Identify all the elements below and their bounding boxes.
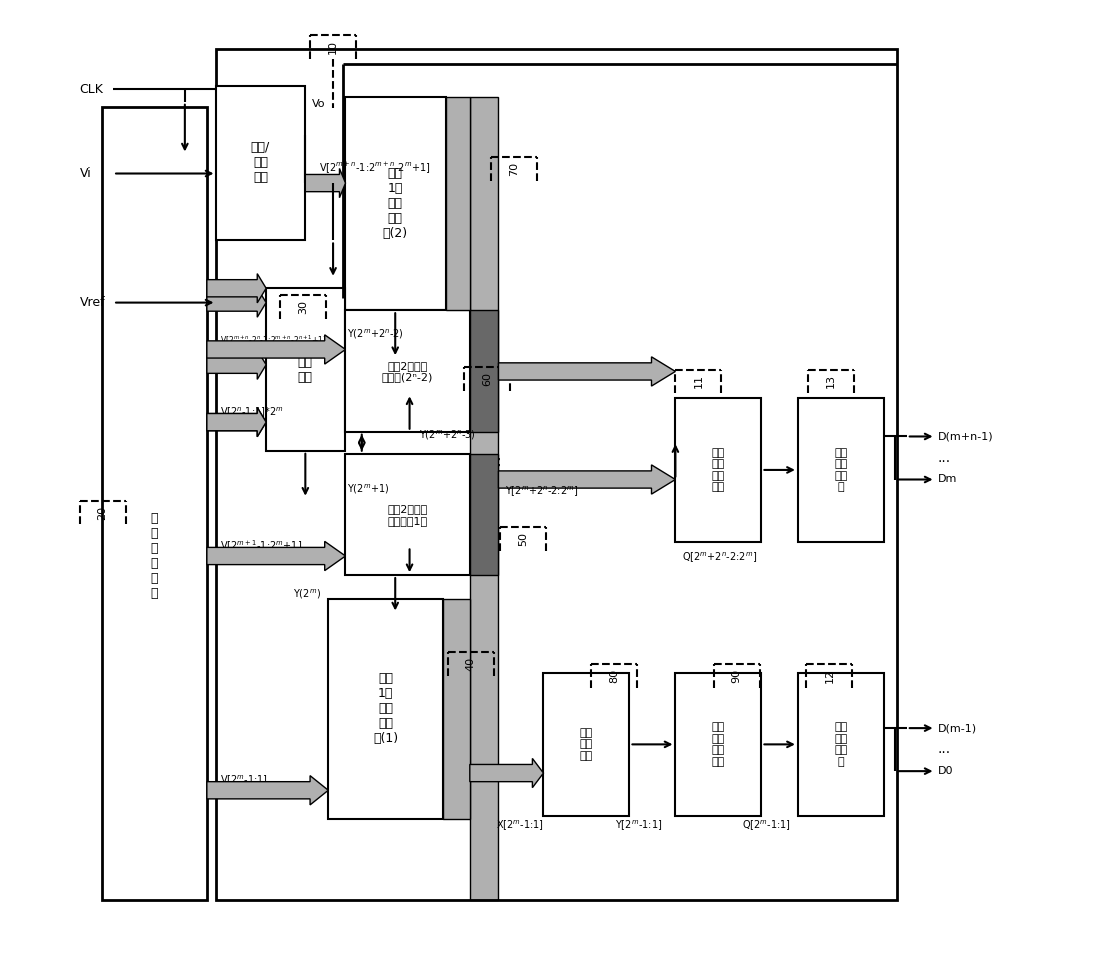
Text: 90: 90 <box>731 669 742 683</box>
Text: Dm: Dm <box>938 475 957 484</box>
Bar <box>470 311 499 432</box>
Text: V[$2^{m+n}$-1:$2^{m+n}$-$2^m$+1]: V[$2^{m+n}$-1:$2^{m+n}$-$2^m$+1] <box>319 160 430 175</box>
Bar <box>446 97 470 311</box>
Text: ⋮: ⋮ <box>490 457 508 475</box>
Bar <box>470 454 499 575</box>
Text: 比较
器组: 比较 器组 <box>298 356 313 384</box>
Bar <box>470 97 499 901</box>
FancyArrow shape <box>207 273 267 303</box>
Text: V[$2^{m+1}$-1:$2^m$+1]: V[$2^{m+1}$-1:$2^m$+1] <box>220 539 302 554</box>
FancyArrow shape <box>207 350 267 380</box>
Bar <box>676 672 761 816</box>
Bar <box>543 672 629 816</box>
Bar <box>676 398 761 542</box>
Text: D(m-1): D(m-1) <box>938 723 977 733</box>
Text: ...: ... <box>938 451 950 464</box>
Text: V[$2^n$-1:1]*$2^m$: V[$2^n$-1:1]*$2^m$ <box>220 406 284 420</box>
Text: V[$2^m$-1:1]: V[$2^m$-1:1] <box>220 774 269 787</box>
Text: 10: 10 <box>328 40 338 54</box>
Text: 采样/
保持
电路: 采样/ 保持 电路 <box>251 142 270 184</box>
Text: Q[$2^m$-1:1]: Q[$2^m$-1:1] <box>742 819 791 832</box>
FancyArrow shape <box>207 408 267 436</box>
Text: 段内
1级
可控
开关
组(2): 段内 1级 可控 开关 组(2) <box>383 167 408 240</box>
Text: CLK: CLK <box>80 82 104 96</box>
Text: 80: 80 <box>609 669 619 683</box>
Text: Vo: Vo <box>312 99 325 108</box>
Bar <box>217 85 305 241</box>
Text: 40: 40 <box>466 657 476 670</box>
Text: ...: ... <box>938 742 950 756</box>
Bar <box>797 672 884 816</box>
FancyArrow shape <box>207 542 345 571</box>
Text: 30: 30 <box>299 300 309 314</box>
Bar <box>102 106 207 901</box>
Bar <box>345 97 446 311</box>
Text: 段内
状态
触发
器组: 段内 状态 触发 器组 <box>712 722 726 767</box>
Bar <box>345 311 470 432</box>
Text: Y[$2^m$+$2^n$-2:$2^m$]: Y[$2^m$+$2^n$-2:$2^m$] <box>505 485 578 499</box>
FancyArrow shape <box>470 759 543 787</box>
Text: Y($2^m$): Y($2^m$) <box>293 588 321 601</box>
Text: Vref: Vref <box>80 296 105 309</box>
Text: 段内2级可控
开关组(2ⁿ-2): 段内2级可控 开关组(2ⁿ-2) <box>382 361 434 383</box>
Text: 段内
比较
器组: 段内 比较 器组 <box>580 728 593 761</box>
Bar <box>328 599 444 819</box>
Text: 12: 12 <box>824 669 834 683</box>
Text: 段首
状态
触发
器组: 段首 状态 触发 器组 <box>712 448 726 492</box>
Text: Q[$2^m$+$2^n$-2:$2^m$]: Q[$2^m$+$2^n$-2:$2^m$] <box>682 550 758 565</box>
FancyArrow shape <box>305 169 345 198</box>
Text: 段首
优先
编码
器: 段首 优先 编码 器 <box>834 448 847 492</box>
Text: 段内2级可控
开关组（1）: 段内2级可控 开关组（1） <box>387 504 428 526</box>
Bar <box>217 49 897 901</box>
FancyArrow shape <box>207 408 267 436</box>
FancyArrow shape <box>499 357 676 386</box>
Text: 11: 11 <box>693 374 703 388</box>
Text: Y[$2^m$-1:1]: Y[$2^m$-1:1] <box>615 819 662 832</box>
Text: 60: 60 <box>482 372 492 386</box>
Text: D(m+n-1): D(m+n-1) <box>938 432 993 441</box>
Text: 20: 20 <box>97 505 107 520</box>
FancyArrow shape <box>207 288 267 317</box>
Text: 段内
优先
编码
器: 段内 优先 编码 器 <box>834 722 847 767</box>
Bar <box>267 289 345 451</box>
FancyArrow shape <box>207 335 345 364</box>
Text: Y($2^m$+$2^n$-3): Y($2^m$+$2^n$-3) <box>419 429 476 442</box>
Bar <box>444 599 470 819</box>
FancyArrow shape <box>499 465 676 494</box>
Text: D0: D0 <box>938 766 953 776</box>
Text: 50: 50 <box>519 532 529 547</box>
Text: Y($2^m$+1): Y($2^m$+1) <box>347 482 389 496</box>
Text: 13: 13 <box>826 374 836 388</box>
FancyArrow shape <box>207 776 328 805</box>
Text: Y($2^m$+$2^n$-2): Y($2^m$+$2^n$-2) <box>347 327 404 340</box>
Text: 量
化
电
阻
网
络: 量 化 电 阻 网 络 <box>150 512 158 600</box>
Text: X[$2^m$-1:1]: X[$2^m$-1:1] <box>495 819 544 832</box>
Bar <box>797 398 884 542</box>
Text: V[$2^{m+n}$-$2^n$-1:$2^{m+n}$-$2^{n+1}$+1]: V[$2^{m+n}$-$2^n$-1:$2^{m+n}$-$2^{n+1}$+… <box>220 335 327 347</box>
Text: 段内
1级
可控
开关
组(1): 段内 1级 可控 开关 组(1) <box>373 672 398 745</box>
Bar <box>345 454 470 575</box>
Text: 70: 70 <box>509 162 519 176</box>
Text: Vi: Vi <box>80 167 92 180</box>
